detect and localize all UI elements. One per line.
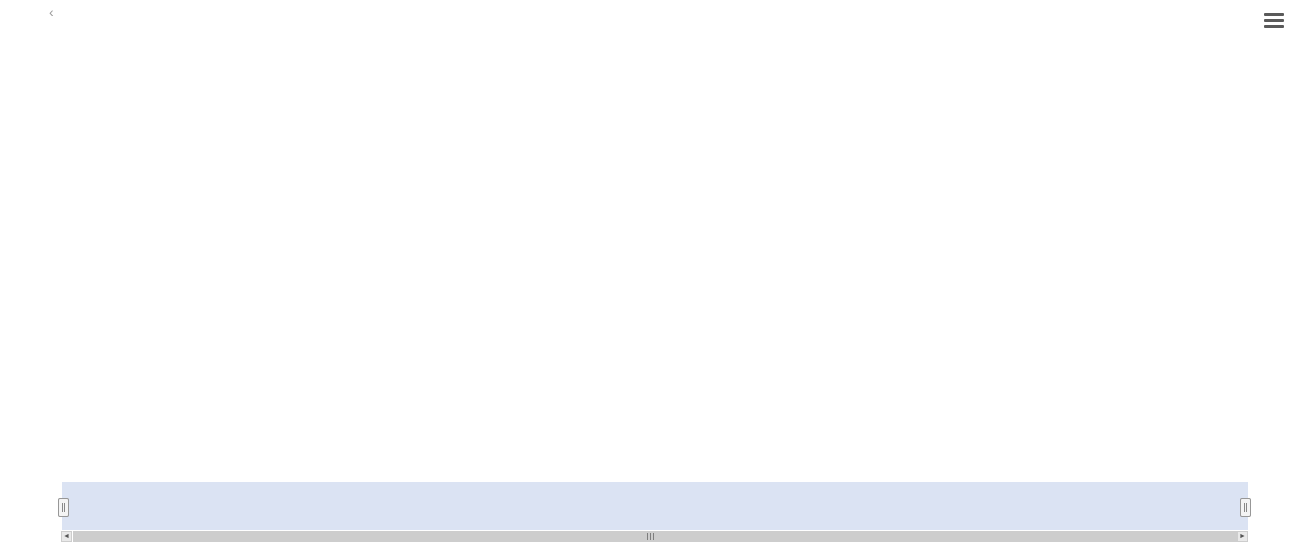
scrollbar-grip[interactable]	[647, 533, 654, 540]
hamburger-menu-icon[interactable]	[1264, 13, 1284, 28]
collapse-toolbar-icon[interactable]: ‹	[49, 4, 54, 20]
navigator-right-handle[interactable]	[1240, 498, 1251, 517]
scrollbar-left-arrow[interactable]: ◄	[61, 531, 72, 542]
navigator[interactable]	[62, 482, 1248, 530]
scrollbar-right-arrow[interactable]: ►	[1237, 531, 1248, 542]
drawing-toolbar	[0, 0, 60, 559]
navigator-left-handle[interactable]	[58, 498, 69, 517]
scrollbar-track[interactable]	[73, 531, 1237, 542]
date-range[interactable]	[1229, 59, 1249, 74]
